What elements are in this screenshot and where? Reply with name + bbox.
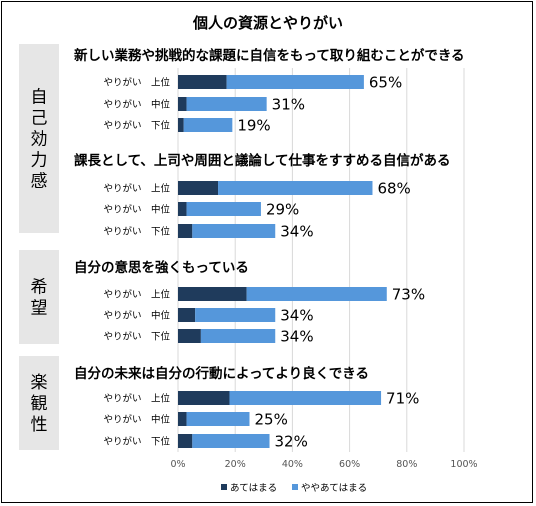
bar-apply	[178, 181, 219, 195]
group-label: 希望	[31, 278, 48, 319]
total-label: 73%	[392, 286, 425, 304]
row-label: やりがい 下位	[103, 436, 170, 448]
bar-somewhat	[246, 287, 387, 301]
row-label: やりがい 下位	[103, 226, 170, 238]
x-tick-label: 60%	[339, 459, 360, 470]
row-label: やりがい 上位	[103, 183, 170, 195]
group-panel	[19, 250, 59, 344]
group-panel	[19, 356, 59, 450]
row-label: やりがい 上位	[103, 393, 170, 405]
total-label: 34%	[280, 307, 313, 325]
group-label: 楽観性	[31, 373, 48, 435]
x-tick-label: 0%	[170, 459, 185, 470]
bar-somewhat	[192, 434, 270, 448]
bar-somewhat	[226, 75, 364, 89]
bar-apply	[178, 287, 247, 301]
row-label: やりがい 下位	[103, 120, 170, 132]
bar-apply	[178, 412, 187, 426]
total-label: 34%	[280, 328, 313, 346]
total-label: 25%	[255, 411, 288, 429]
row-label: やりがい 上位	[103, 77, 170, 89]
total-label: 65%	[369, 74, 402, 92]
row-label: やりがい 上位	[103, 289, 170, 301]
bar-apply	[178, 202, 187, 216]
total-label: 19%	[237, 117, 270, 135]
row-label: やりがい 中位	[103, 204, 170, 216]
bar-somewhat	[195, 308, 276, 322]
question-title: 自分の未来は自分の行動によってより良くできる	[74, 365, 369, 382]
bar-somewhat	[186, 412, 250, 426]
bar-somewhat	[192, 224, 276, 238]
question-title: 新しい業務や挑戦的な課題に自信をもって取り組むことができる	[74, 47, 465, 64]
bar-apply	[178, 118, 184, 132]
bar-somewhat	[200, 329, 276, 343]
group-label: 自己効力感	[31, 88, 48, 192]
question-title: 課長として、上司や周囲と議論して仕事をすすめる自信がある	[74, 152, 451, 169]
bar-somewhat	[218, 181, 373, 195]
legend-label: あてはまる	[230, 483, 277, 494]
total-label: 34%	[280, 223, 313, 241]
bar-apply	[178, 308, 196, 322]
bar-somewhat	[183, 118, 233, 132]
legend-label: ややあてはまる	[301, 483, 367, 494]
total-label: 68%	[377, 180, 410, 198]
x-tick-label: 100%	[450, 459, 477, 470]
bar-somewhat	[229, 391, 382, 405]
total-label: 32%	[275, 433, 308, 451]
bar-apply	[178, 434, 193, 448]
x-tick-label: 80%	[396, 459, 417, 470]
question-title: 自分の意思を強くもっている	[74, 259, 249, 276]
chart-title: 個人の資源とやりがい	[192, 14, 343, 32]
gridlines	[177, 68, 465, 452]
row-label: やりがい 中位	[103, 414, 170, 426]
row-label: やりがい 中位	[103, 310, 170, 322]
x-tick-label: 20%	[225, 459, 246, 470]
total-label: 71%	[386, 390, 419, 408]
row-label: やりがい 下位	[103, 331, 170, 343]
x-tick-label: 40%	[282, 459, 303, 470]
bar-somewhat	[186, 202, 261, 216]
total-label: 29%	[266, 201, 299, 219]
bar-apply	[178, 329, 201, 343]
bar-apply	[178, 391, 230, 405]
group-panel	[19, 44, 59, 233]
legend-swatch	[292, 484, 298, 490]
total-label: 31%	[272, 96, 305, 114]
legend: あてはまる ややあてはまる	[221, 483, 367, 494]
bar-somewhat	[186, 97, 267, 111]
bar-apply	[178, 97, 187, 111]
x-axis-ticks: 0% 20% 40% 60% 80% 100%	[170, 459, 477, 470]
bar-apply	[178, 75, 227, 89]
bar-apply	[178, 224, 193, 238]
row-label: やりがい 中位	[103, 99, 170, 111]
legend-swatch	[221, 484, 227, 490]
